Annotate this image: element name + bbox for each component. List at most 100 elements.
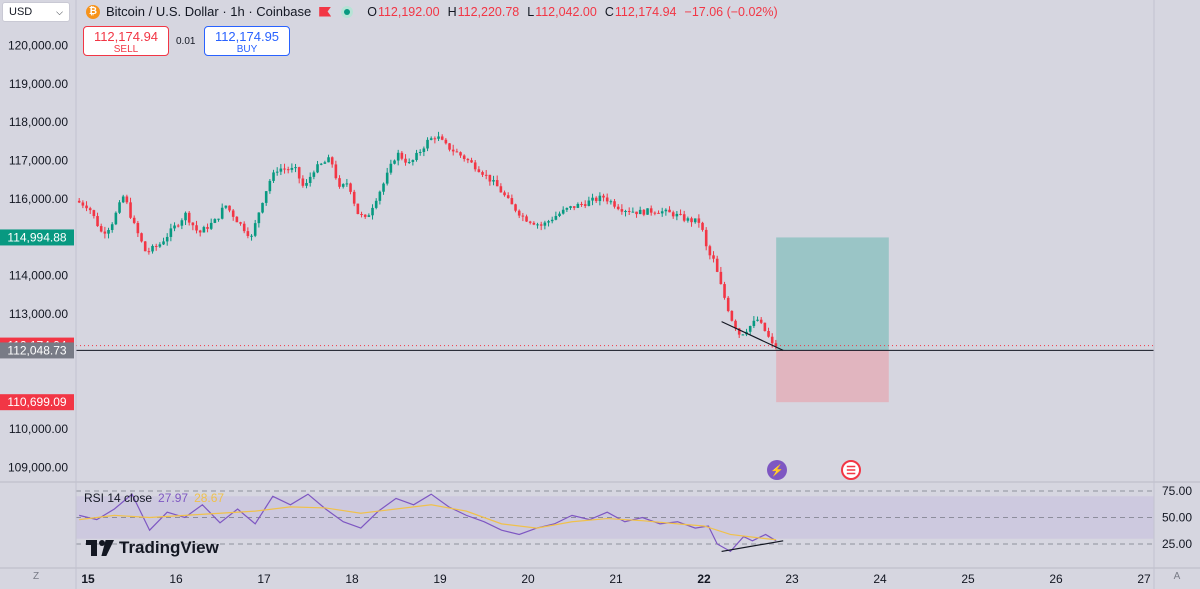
candle-body bbox=[176, 225, 180, 227]
candle-body bbox=[624, 210, 627, 212]
candle-body bbox=[690, 218, 693, 223]
lightning-event-icon[interactable]: ⚡ bbox=[767, 460, 787, 480]
candle-body bbox=[158, 244, 162, 247]
trendline-main[interactable] bbox=[721, 321, 784, 351]
candle-body bbox=[250, 235, 253, 237]
ohlc-close: C112,174.94 bbox=[604, 4, 677, 19]
candle-body bbox=[81, 202, 85, 206]
horizontal-lines bbox=[76, 345, 1154, 351]
candle-body bbox=[341, 184, 345, 187]
candle-body bbox=[275, 171, 279, 173]
candle-body bbox=[261, 202, 264, 213]
candle-body bbox=[257, 212, 261, 224]
rsi-series-line bbox=[79, 493, 777, 553]
candle-body bbox=[294, 167, 297, 169]
candle-body bbox=[107, 229, 110, 234]
candle-body bbox=[305, 182, 308, 186]
candle-body bbox=[532, 222, 536, 225]
candle-body bbox=[510, 198, 514, 205]
buy-button[interactable]: 112,174.95 BUY bbox=[204, 26, 290, 56]
candle-body bbox=[213, 219, 217, 223]
price-label-box bbox=[0, 394, 74, 411]
flag-icon[interactable] bbox=[319, 6, 332, 17]
time-tick-label: 18 bbox=[345, 572, 359, 586]
candle-body bbox=[363, 214, 367, 217]
candle-body bbox=[591, 197, 594, 201]
candle-body bbox=[345, 183, 349, 185]
candle-body bbox=[338, 178, 341, 187]
candle-body bbox=[752, 320, 756, 327]
tradingview-logo[interactable]: TradingView bbox=[86, 538, 219, 558]
rsi-legend[interactable]: RSI 14 close 27.97 28.67 bbox=[84, 491, 224, 505]
chevron-down-icon: ⌵ bbox=[56, 6, 63, 17]
candle-body bbox=[708, 246, 712, 256]
candle-body bbox=[385, 172, 389, 184]
candle-body bbox=[228, 205, 231, 211]
sell-button[interactable]: 112,174.94 SELL bbox=[83, 26, 169, 56]
price-tick-label: 120,000.00 bbox=[8, 39, 68, 53]
candle-body bbox=[675, 213, 679, 217]
candle-body bbox=[774, 343, 778, 347]
candle-body bbox=[118, 202, 121, 213]
candle-body bbox=[99, 226, 103, 232]
candle-body bbox=[411, 160, 415, 162]
candle-body bbox=[187, 212, 191, 223]
candle-body bbox=[495, 180, 499, 187]
candle-body bbox=[272, 172, 275, 181]
candle-body bbox=[569, 206, 572, 208]
candle-body bbox=[521, 215, 525, 217]
symbol-title[interactable]: Bitcoin / U.S. Dollar · 1h · Coinbase bbox=[106, 4, 312, 19]
candle-body bbox=[598, 195, 602, 202]
candle-body bbox=[418, 151, 422, 153]
candle-body bbox=[730, 310, 734, 321]
candle-body bbox=[455, 151, 459, 153]
spread-value: 0.01 bbox=[176, 36, 196, 47]
candle-body bbox=[466, 159, 470, 161]
sell-price: 112,174.94 bbox=[93, 29, 159, 44]
candle-body bbox=[173, 225, 176, 229]
candle-body bbox=[462, 155, 466, 160]
candle-body bbox=[576, 203, 580, 208]
currency-select[interactable]: USD ⌵ bbox=[2, 2, 70, 22]
candle-body bbox=[283, 168, 286, 170]
candle-body bbox=[723, 284, 726, 298]
candle-body bbox=[682, 214, 686, 221]
candle-body bbox=[323, 162, 327, 164]
candle-body bbox=[195, 225, 198, 231]
candle-body bbox=[125, 196, 129, 203]
zoom-reset-button[interactable]: Z bbox=[32, 571, 40, 582]
ohlc-high: H112,220.78 bbox=[447, 4, 520, 19]
time-tick-label: 17 bbox=[257, 572, 271, 586]
candle-body bbox=[759, 319, 763, 323]
rsi-tick-label: 75.00 bbox=[1162, 484, 1192, 498]
candle-body bbox=[297, 167, 301, 179]
candle-body bbox=[712, 255, 715, 259]
ohlc-open: O112,192.00 bbox=[367, 4, 440, 19]
candle-body bbox=[561, 209, 565, 214]
us-flag-event-icon[interactable]: ☰ bbox=[841, 460, 861, 480]
candle-body bbox=[371, 207, 374, 216]
candle-body bbox=[715, 258, 719, 272]
price-label-text: 114,994.88 bbox=[7, 230, 66, 244]
candle-body bbox=[400, 152, 404, 159]
candle-body bbox=[147, 251, 151, 253]
time-tick-label: 26 bbox=[1049, 572, 1063, 586]
target-zone bbox=[776, 237, 889, 351]
rsi-pane: 75.00 50.00 25.00 bbox=[76, 484, 1192, 553]
candle-body bbox=[470, 160, 473, 163]
candle-body bbox=[180, 220, 184, 226]
price-axis: 120,000.00 119,000.00 118,000.00 117,000.00… bbox=[8, 39, 68, 475]
candle-body bbox=[741, 334, 745, 336]
price-tick-label: 114,000.00 bbox=[9, 269, 68, 283]
market-status-icon[interactable] bbox=[341, 5, 354, 18]
auto-scale-button[interactable]: A bbox=[1173, 571, 1181, 582]
long-position-tool[interactable] bbox=[776, 237, 889, 403]
candle-body bbox=[132, 217, 136, 223]
rsi-ma-value: 28.67 bbox=[194, 491, 225, 505]
time-tick-label: 27 bbox=[1137, 572, 1151, 586]
candle-body bbox=[499, 186, 503, 193]
candle-body bbox=[726, 297, 730, 311]
rsi-band bbox=[76, 496, 1154, 539]
